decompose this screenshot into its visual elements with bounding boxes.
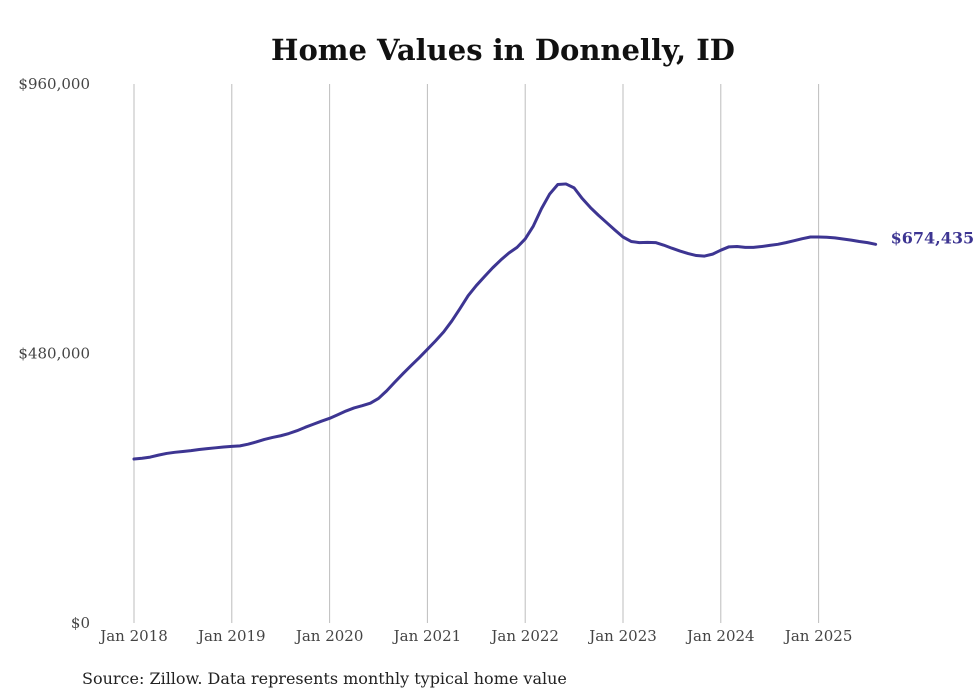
x-tick-label: Jan 2025 [783,627,853,645]
y-tick-label: $960,000 [18,75,90,93]
y-tick-label: $0 [71,614,90,632]
end-value-label: $674,435 [891,228,975,247]
x-tick-label: Jan 2021 [392,627,462,645]
x-tick-label: Jan 2020 [294,627,364,645]
y-tick-label: $480,000 [18,345,90,363]
y-axis-ticks: $0 $480,000 $960,000 [18,75,90,632]
chart-title: Home Values in Donnelly, ID [271,33,735,67]
series-layer [132,182,878,461]
source-note: Source: Zillow. Data represents monthly … [82,669,567,688]
x-tick-label: Jan 2018 [98,627,168,645]
x-tick-label: Jan 2019 [196,627,266,645]
x-tick-label: Jan 2022 [489,627,559,645]
grid-layer [133,84,820,623]
home-value-line [132,182,878,461]
x-tick-label: Jan 2023 [587,627,657,645]
x-tick-label: Jan 2024 [685,627,755,645]
x-axis-ticks: Jan 2018 Jan 2019 Jan 2020 Jan 2021 Jan 2022… [98,627,852,645]
